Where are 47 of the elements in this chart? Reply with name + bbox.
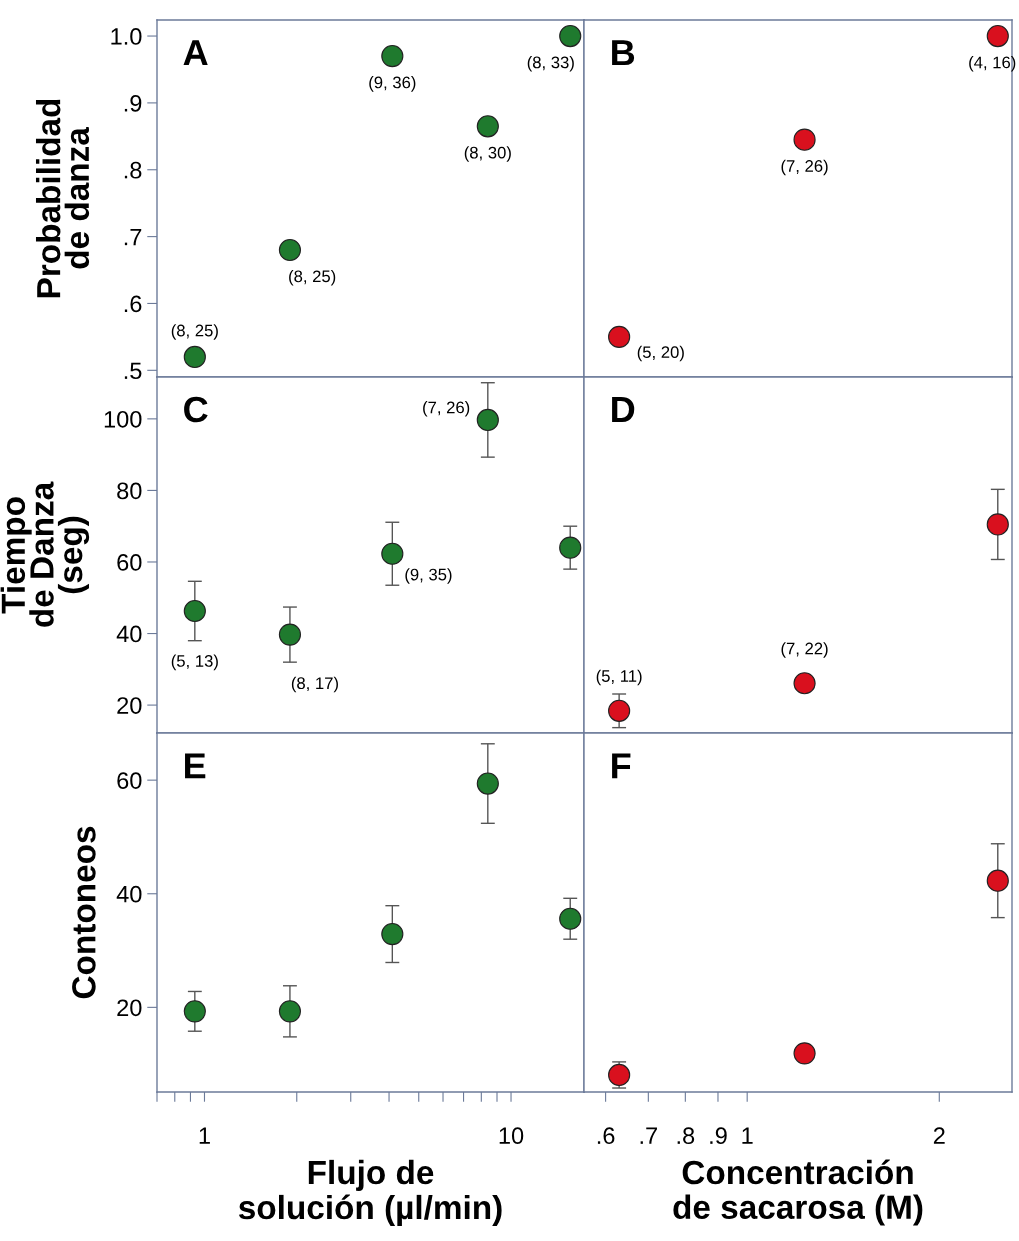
- x-axis-title: Concentración de sacarosa (M): [673, 1159, 923, 1226]
- annotation: F: [612, 753, 631, 779]
- annotation: C: [184, 396, 208, 423]
- y-tick-label: 60: [117, 554, 142, 571]
- annotation: (4, 16): [969, 56, 1016, 72]
- annotation: A: [183, 40, 208, 66]
- annotation: (7, 26): [423, 401, 470, 417]
- annotation: (8, 25): [289, 269, 336, 286]
- x-tick-label: .8: [677, 1127, 695, 1145]
- y-tick-label: .5: [124, 362, 142, 380]
- x-tick-label: .7: [640, 1127, 657, 1144]
- y-tick-label: 20: [117, 999, 142, 1017]
- annotation: (8, 33): [527, 56, 574, 72]
- annotation: (5, 11): [596, 669, 642, 686]
- y-axis-title: Contoneos: [72, 826, 96, 999]
- y-axis-title: Tiempo de Danza (seg): [0, 481, 90, 627]
- y-tick-label: .7: [124, 228, 142, 246]
- annotation: (9, 35): [405, 568, 452, 584]
- y-tick-label: .6: [124, 295, 142, 313]
- y-tick-label: .9: [124, 94, 142, 112]
- y-tick-label: 60: [117, 772, 142, 789]
- x-tick-label: 2: [933, 1127, 945, 1144]
- x-tick-label: 1: [199, 1127, 210, 1144]
- y-tick-label: 40: [116, 625, 142, 643]
- annotation: (5, 13): [171, 654, 218, 671]
- annotation: E: [185, 753, 206, 779]
- annotation: (8, 17): [291, 676, 338, 693]
- y-tick-label: .8: [124, 161, 142, 179]
- y-tick-label: 20: [117, 697, 142, 714]
- annotation: (5, 20): [637, 345, 684, 362]
- x-tick-label: .6: [597, 1127, 615, 1145]
- x-tick-label: 1: [742, 1127, 753, 1144]
- annotation: (9, 36): [369, 76, 416, 92]
- annotation: (8, 25): [171, 324, 218, 340]
- annotation: (8, 30): [464, 146, 511, 162]
- annotation: D: [612, 397, 635, 422]
- y-tick-label: 80: [117, 482, 142, 500]
- y-tick-label: 1.0: [111, 28, 142, 45]
- annotation: B: [612, 40, 635, 66]
- annotation: (7, 26): [781, 159, 828, 176]
- annotation: (7, 22): [781, 642, 828, 658]
- x-tick-label: .9: [710, 1127, 727, 1145]
- x-axis-title: Flujo de solución (µl/min): [238, 1159, 502, 1226]
- y-axis-title: Probabilidad de danza: [35, 99, 90, 298]
- y-tick-label: 100: [104, 410, 142, 428]
- y-tick-label: 40: [116, 885, 142, 903]
- x-tick-label: 10: [499, 1127, 524, 1145]
